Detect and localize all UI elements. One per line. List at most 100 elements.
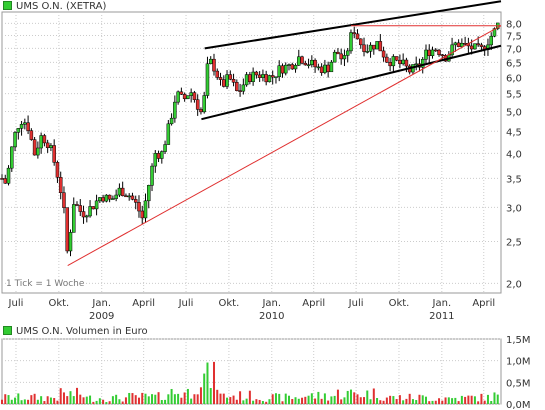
volume-bar bbox=[284, 393, 287, 404]
candle-body bbox=[195, 99, 200, 110]
volume-bar bbox=[98, 398, 101, 404]
volume-bar bbox=[219, 393, 222, 404]
candle-body bbox=[339, 53, 343, 60]
candle-body bbox=[241, 84, 246, 92]
volume-bar bbox=[190, 398, 193, 404]
volume-bar bbox=[359, 397, 362, 404]
volume-bar bbox=[49, 397, 52, 404]
volume-bar bbox=[160, 400, 163, 404]
volume-bar bbox=[405, 398, 408, 404]
volume-bar bbox=[209, 388, 212, 404]
x-tick-label: April bbox=[472, 298, 495, 309]
candle-body bbox=[326, 64, 330, 73]
candle-body bbox=[101, 197, 105, 202]
candle-body bbox=[173, 101, 177, 119]
volume-bar bbox=[261, 401, 264, 404]
candle-body bbox=[355, 33, 360, 40]
volume-bar bbox=[23, 399, 26, 404]
volume-bar bbox=[134, 395, 137, 404]
candle-body bbox=[72, 204, 76, 233]
candle-body bbox=[182, 94, 187, 99]
volume-bar bbox=[428, 401, 431, 404]
candle-body bbox=[169, 117, 174, 125]
candle-body bbox=[264, 74, 268, 83]
volume-bar bbox=[131, 393, 134, 404]
candle-body bbox=[293, 65, 298, 70]
volume-bar bbox=[177, 393, 180, 404]
volume-bar bbox=[115, 394, 118, 404]
candle-body bbox=[463, 43, 467, 45]
volume-bar bbox=[424, 396, 427, 404]
candle-body bbox=[107, 194, 112, 200]
candle-body bbox=[117, 187, 122, 196]
volume-bar bbox=[323, 393, 326, 404]
volume-bar bbox=[124, 397, 127, 404]
volume-bar bbox=[398, 395, 401, 404]
candle-body bbox=[222, 79, 226, 87]
volume-bar bbox=[385, 397, 388, 404]
price-y-tick-label: 2,5 bbox=[506, 238, 522, 249]
volume-bar bbox=[164, 399, 167, 404]
candle-body bbox=[329, 61, 334, 73]
volume-bar bbox=[291, 399, 294, 404]
candle-body bbox=[143, 200, 148, 219]
volume-bar bbox=[111, 396, 114, 404]
volume-bar bbox=[431, 400, 434, 404]
volume-bar bbox=[229, 397, 232, 404]
candle-body bbox=[424, 49, 428, 60]
volume-bar bbox=[294, 397, 297, 404]
candle-body bbox=[13, 132, 17, 148]
candle-body bbox=[492, 28, 497, 37]
trendline-channel-lower bbox=[201, 44, 502, 121]
volume-bar bbox=[366, 390, 369, 404]
candle-body bbox=[414, 63, 418, 66]
candle-body bbox=[215, 70, 220, 78]
candle-body bbox=[306, 64, 311, 66]
candle-body bbox=[345, 50, 350, 56]
volume-plot-frame bbox=[1, 338, 502, 405]
candle-body bbox=[450, 44, 454, 56]
volume-bar bbox=[245, 398, 248, 404]
candle-body bbox=[453, 42, 458, 46]
volume-bar bbox=[7, 395, 10, 404]
candle-body bbox=[267, 75, 272, 83]
volume-bar bbox=[173, 394, 176, 404]
volume-bar bbox=[144, 393, 147, 404]
volume-bar bbox=[480, 393, 483, 404]
candle-body bbox=[78, 205, 83, 212]
volume-bar bbox=[402, 400, 405, 404]
candle-body bbox=[176, 91, 180, 103]
volume-bar bbox=[304, 396, 307, 404]
volume-y-tick-label: 1,5M bbox=[506, 335, 531, 346]
candle-body bbox=[114, 194, 118, 199]
candle-body bbox=[381, 50, 386, 58]
candle-body bbox=[62, 192, 66, 208]
volume-bar bbox=[62, 392, 65, 404]
volume-bar bbox=[486, 394, 489, 404]
volume-bar bbox=[206, 362, 209, 404]
candle-body bbox=[434, 49, 438, 52]
volume-bar bbox=[343, 397, 346, 404]
candle-body bbox=[29, 130, 34, 140]
x-year-label: 2010 bbox=[259, 311, 284, 322]
volume-bar bbox=[255, 399, 258, 404]
candle-body bbox=[153, 153, 158, 167]
volume-bar bbox=[102, 399, 105, 404]
volume-bar bbox=[235, 399, 238, 404]
candle-body bbox=[251, 71, 255, 82]
price-y-tick-label: 7,0 bbox=[506, 44, 522, 55]
candle-body bbox=[316, 66, 321, 69]
price-y-tick-label: 6,5 bbox=[506, 58, 522, 69]
volume-bar bbox=[186, 388, 189, 404]
candle-body bbox=[160, 151, 164, 159]
volume-bar bbox=[265, 401, 268, 404]
volume-bar bbox=[248, 390, 251, 404]
candle-body bbox=[189, 92, 193, 96]
volume-bar bbox=[151, 394, 154, 404]
candle-body bbox=[88, 206, 92, 217]
volume-bar bbox=[418, 394, 421, 404]
candle-body bbox=[479, 44, 484, 47]
candle-body bbox=[238, 90, 242, 92]
x-tick-label: Jan. bbox=[91, 298, 111, 309]
